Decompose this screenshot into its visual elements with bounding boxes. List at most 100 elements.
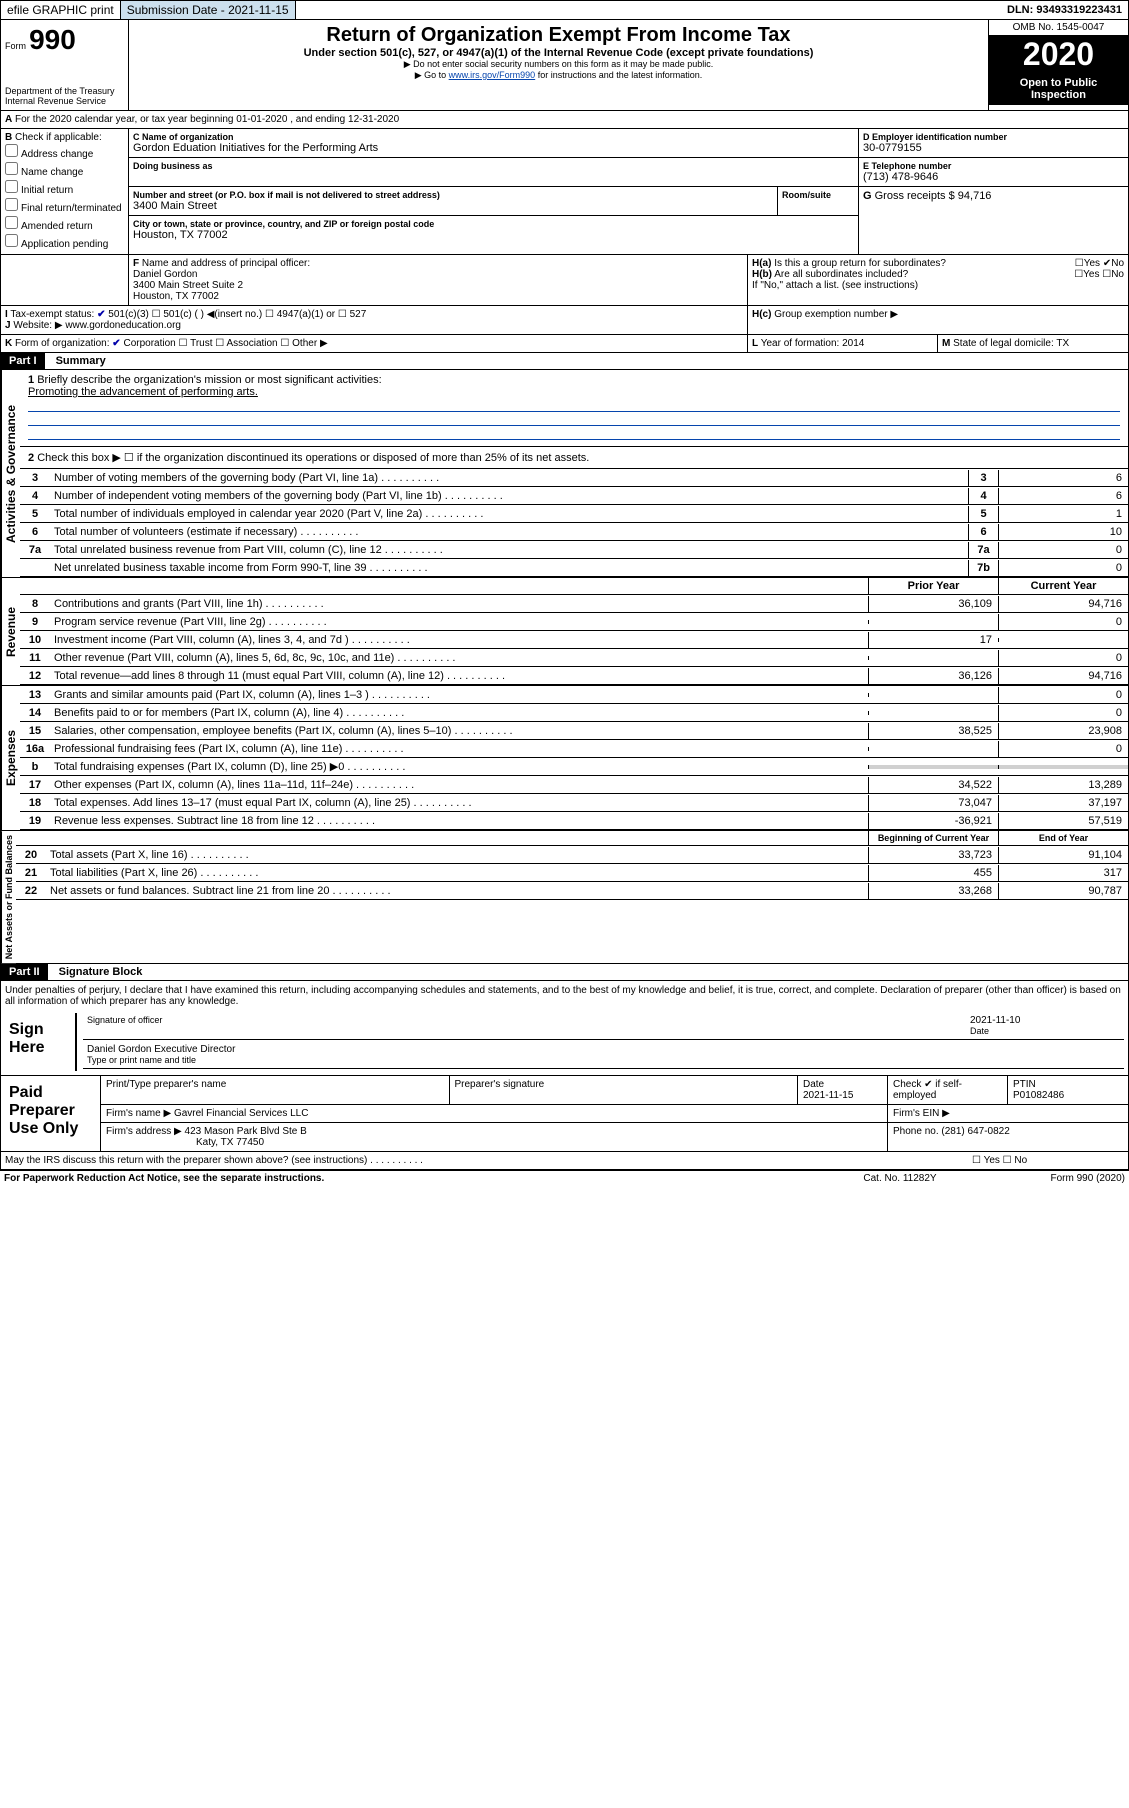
- officer-addr: 3400 Main Street Suite 2: [133, 280, 243, 291]
- col-beginning-year: Beginning of Current Year: [868, 831, 998, 845]
- org-info-block: B Check if applicable: Address change Na…: [0, 129, 1129, 255]
- line-item: 14Benefits paid to or for members (Part …: [20, 704, 1128, 722]
- officer-name: Daniel Gordon: [133, 269, 197, 280]
- telephone: (713) 478-9646: [863, 171, 1124, 183]
- ssn-note: Do not enter social security numbers on …: [133, 59, 984, 70]
- line-item: 9Program service revenue (Part VIII, lin…: [20, 613, 1128, 631]
- line-item: 15Salaries, other compensation, employee…: [20, 722, 1128, 740]
- side-revenue: Revenue: [1, 578, 20, 685]
- line-item: 7aTotal unrelated business revenue from …: [20, 541, 1128, 559]
- line-item: 22Net assets or fund balances. Subtract …: [16, 882, 1128, 900]
- cat-no: Cat. No. 11282Y: [825, 1173, 975, 1184]
- preparer-block: Paid Preparer Use Only Print/Type prepar…: [0, 1076, 1129, 1152]
- org-street: 3400 Main Street: [133, 200, 773, 212]
- status-website-block: I Tax-exempt status: 501(c)(3) 501(c) ( …: [0, 306, 1129, 335]
- box-b: B Check if applicable: Address change Na…: [1, 129, 129, 254]
- check-initial-return[interactable]: Initial return: [5, 179, 124, 197]
- check-amended[interactable]: Amended return: [5, 215, 124, 233]
- org-city: Houston, TX 77002: [133, 229, 854, 241]
- firm-phone: (281) 647-0822: [941, 1126, 1009, 1137]
- check-assoc[interactable]: [215, 338, 226, 349]
- line-item: 12Total revenue—add lines 8 through 11 (…: [20, 667, 1128, 685]
- line-item: 11Other revenue (Part VIII, column (A), …: [20, 649, 1128, 667]
- check-501c3[interactable]: [97, 309, 108, 320]
- perjury-declaration: Under penalties of perjury, I declare th…: [5, 985, 1124, 1007]
- website: www.gordoneducation.org: [65, 320, 181, 331]
- dln-label: DLN: 93493319223431: [1001, 2, 1128, 18]
- preparer-date: 2021-11-15: [803, 1090, 853, 1101]
- efile-label: efile GRAPHIC print: [1, 1, 121, 19]
- year-formation: 2014: [842, 338, 864, 349]
- check-4947[interactable]: [265, 309, 277, 320]
- dept-treasury: Department of the Treasury: [5, 86, 124, 96]
- signature-block: Under penalties of perjury, I declare th…: [0, 981, 1129, 1076]
- topbar: efile GRAPHIC print Submission Date - 20…: [0, 0, 1129, 20]
- line-item: 8Contributions and grants (Part VIII, li…: [20, 595, 1128, 613]
- line-item: 16aProfessional fundraising fees (Part I…: [20, 740, 1128, 758]
- state-domicile: TX: [1056, 338, 1069, 349]
- line-item: 13Grants and similar amounts paid (Part …: [20, 686, 1128, 704]
- part1-header: Part I: [1, 353, 45, 369]
- self-employed-check[interactable]: Check ✔ if self-employed: [888, 1076, 1008, 1104]
- line-item: Net unrelated business taxable income fr…: [20, 559, 1128, 577]
- side-expenses: Expenses: [1, 686, 20, 830]
- check-name-change[interactable]: Name change: [5, 161, 124, 179]
- tax-year: 2020: [989, 36, 1128, 73]
- line-item: bTotal fundraising expenses (Part IX, co…: [20, 758, 1128, 776]
- footer: For Paperwork Reduction Act Notice, see …: [0, 1170, 1129, 1186]
- mission-text: Promoting the advancement of performing …: [28, 386, 258, 398]
- line-item: 4Number of independent voting members of…: [20, 487, 1128, 505]
- org-name: Gordon Eduation Initiatives for the Perf…: [133, 142, 854, 154]
- side-net-assets: Net Assets or Fund Balances: [1, 831, 16, 963]
- line-item: 20Total assets (Part X, line 16)33,72391…: [16, 846, 1128, 864]
- form-header: Form 990 Department of the Treasury Inte…: [0, 20, 1129, 111]
- check-pending[interactable]: Application pending: [5, 233, 124, 251]
- ptin: P01082486: [1013, 1090, 1064, 1101]
- officer-group-block: F Name and address of principal officer:…: [0, 255, 1129, 306]
- form990-link[interactable]: www.irs.gov/Form990: [449, 70, 536, 80]
- paid-preparer-label: Paid Preparer Use Only: [1, 1076, 101, 1151]
- form-prefix: Form: [5, 41, 26, 51]
- side-activities-governance: Activities & Governance: [1, 370, 20, 577]
- line-item: 21Total liabilities (Part X, line 26)455…: [16, 864, 1128, 882]
- part2-subtitle: Signature Block: [51, 966, 143, 978]
- firm-city: Katy, TX 77450: [106, 1137, 264, 1148]
- open-public-badge: Open to Public Inspection: [989, 73, 1128, 105]
- submission-date-button[interactable]: Submission Date - 2021-11-15: [121, 1, 296, 19]
- form-number: 990: [29, 24, 76, 55]
- dept-irs: Internal Revenue Service: [5, 96, 124, 106]
- line-item: 18Total expenses. Add lines 13–17 (must …: [20, 794, 1128, 812]
- form-title: Return of Organization Exempt From Incom…: [133, 24, 984, 47]
- line-item: 19Revenue less expenses. Subtract line 1…: [20, 812, 1128, 830]
- paperwork-notice: For Paperwork Reduction Act Notice, see …: [4, 1173, 825, 1184]
- check-other[interactable]: [280, 338, 292, 349]
- form-subtitle: Under section 501(c), 527, or 4947(a)(1)…: [133, 47, 984, 59]
- col-end-year: End of Year: [998, 831, 1128, 845]
- goto-note: ▶ Go to www.irs.gov/Form990 for instruct…: [133, 70, 984, 81]
- line-item: 10Investment income (Part VIII, column (…: [20, 631, 1128, 649]
- sign-here-label: Sign Here: [5, 1013, 75, 1071]
- check-501c[interactable]: [152, 309, 164, 320]
- check-address-change[interactable]: Address change: [5, 143, 124, 161]
- sig-date: 2021-11-10: [970, 1015, 1020, 1026]
- col-current-year: Current Year: [998, 578, 1128, 594]
- officer-city: Houston, TX 77002: [133, 291, 219, 302]
- line-item: 5Total number of individuals employed in…: [20, 505, 1128, 523]
- period-row: A For the 2020 calendar year, or tax yea…: [0, 111, 1129, 129]
- firm-address: 423 Mason Park Blvd Ste B: [185, 1126, 307, 1137]
- check-corp[interactable]: [112, 338, 123, 349]
- line-item: 17Other expenses (Part IX, column (A), l…: [20, 776, 1128, 794]
- line-item: 3Number of voting members of the governi…: [20, 469, 1128, 487]
- col-prior-year: Prior Year: [868, 578, 998, 594]
- form-footer: Form 990 (2020): [975, 1173, 1125, 1184]
- check-527[interactable]: [338, 309, 350, 320]
- firm-name: Gavrel Financial Services LLC: [174, 1108, 309, 1119]
- gross-receipts: 94,716: [958, 190, 992, 202]
- check-trust[interactable]: [179, 338, 191, 349]
- discuss-row: May the IRS discuss this return with the…: [0, 1152, 1129, 1170]
- part1-subtitle: Summary: [48, 355, 106, 367]
- officer-printed-name: Daniel Gordon Executive Director: [87, 1044, 235, 1055]
- line-item: 6Total number of volunteers (estimate if…: [20, 523, 1128, 541]
- check-final-return[interactable]: Final return/terminated: [5, 197, 124, 215]
- part2-header: Part II: [1, 964, 48, 980]
